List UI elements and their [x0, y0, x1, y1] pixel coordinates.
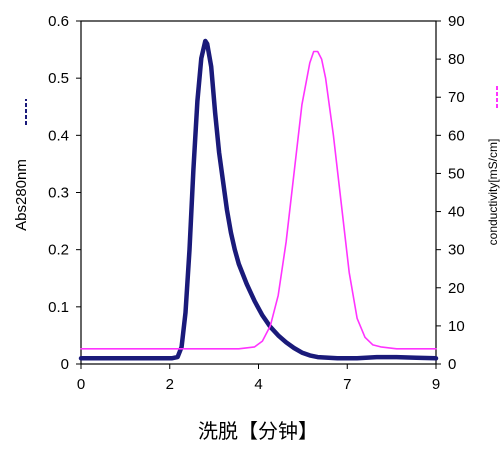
- x-tick-label: 0: [77, 376, 85, 393]
- series-line-left: [78, 38, 439, 361]
- y-right-tick-label: 30: [448, 242, 465, 259]
- y-right-tick-label: 60: [448, 127, 465, 144]
- x-tick-label: 9: [432, 376, 440, 393]
- y-right-tick-label: 40: [448, 204, 465, 221]
- x-tick-label: 7: [343, 376, 351, 393]
- y-left-tick-label: 0: [61, 356, 69, 373]
- ticks: 0 2 4 7 900.10.20.30.40.50.60102030405060708…: [48, 13, 465, 393]
- y-right-tick-label: 10: [448, 318, 465, 335]
- y-axis-right-label: conductivity[mS/cm]: [486, 139, 500, 246]
- y-right-tick-label: 20: [448, 280, 465, 297]
- x-tick-label: 4: [254, 376, 262, 393]
- x-tick-label: 2: [166, 376, 174, 393]
- y-right-tick-label: 90: [448, 13, 465, 30]
- series-line-right: [80, 50, 437, 350]
- x-axis-label: 洗脱【分钟】: [198, 419, 318, 443]
- series: [78, 38, 439, 361]
- y-right-tick-label: 50: [448, 165, 465, 182]
- y-left-tick-label: 0.4: [48, 127, 69, 144]
- y-right-tick-label: 0: [448, 356, 456, 373]
- y-left-tick-label: 0.2: [48, 242, 69, 259]
- y-right-tick-label: 70: [448, 89, 465, 106]
- y-right-tick-label: 80: [448, 51, 465, 68]
- y-left-tick-label: 0.3: [48, 185, 69, 202]
- y-left-tick-label: 0.5: [48, 70, 69, 87]
- y-left-tick-label: 0.1: [48, 299, 69, 316]
- y-axis-left-label: Abs280nm: [13, 159, 30, 231]
- y-left-tick-label: 0.6: [48, 13, 69, 30]
